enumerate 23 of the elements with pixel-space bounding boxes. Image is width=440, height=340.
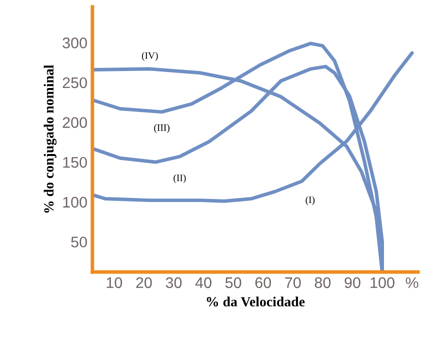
x-tick-label: 70 (285, 277, 301, 288)
series-label: (III) (154, 124, 170, 133)
x-tick-label: 20 (136, 277, 152, 288)
series-label: (I) (306, 196, 315, 206)
x-tick-label: 100 (370, 277, 394, 288)
y-tick-label: 100 (63, 196, 87, 208)
x-tick-label: 30 (166, 277, 182, 288)
y-tick-label: 250 (62, 77, 87, 88)
x-axis-title: % da Velocidade (206, 296, 305, 307)
x-tick-label: 80 (314, 277, 331, 288)
x-tick-label: 40 (195, 277, 212, 288)
x-tick-label: 10 (106, 277, 122, 288)
y-tick-label: 200 (62, 117, 87, 128)
y-tick-label: 50 (71, 236, 87, 248)
y-tick-label: 150 (63, 156, 87, 168)
y-axis-title: % do conjugado nominal (44, 64, 56, 213)
series-label: (II) (174, 174, 186, 184)
x-tick-label: % (406, 277, 418, 288)
y-tick-label: 300 (62, 38, 87, 48)
series-label: (IV) (142, 52, 158, 61)
x-tick-label: 50 (225, 277, 242, 288)
x-tick-label: 60 (255, 277, 271, 288)
x-tick-label: 90 (344, 277, 360, 288)
